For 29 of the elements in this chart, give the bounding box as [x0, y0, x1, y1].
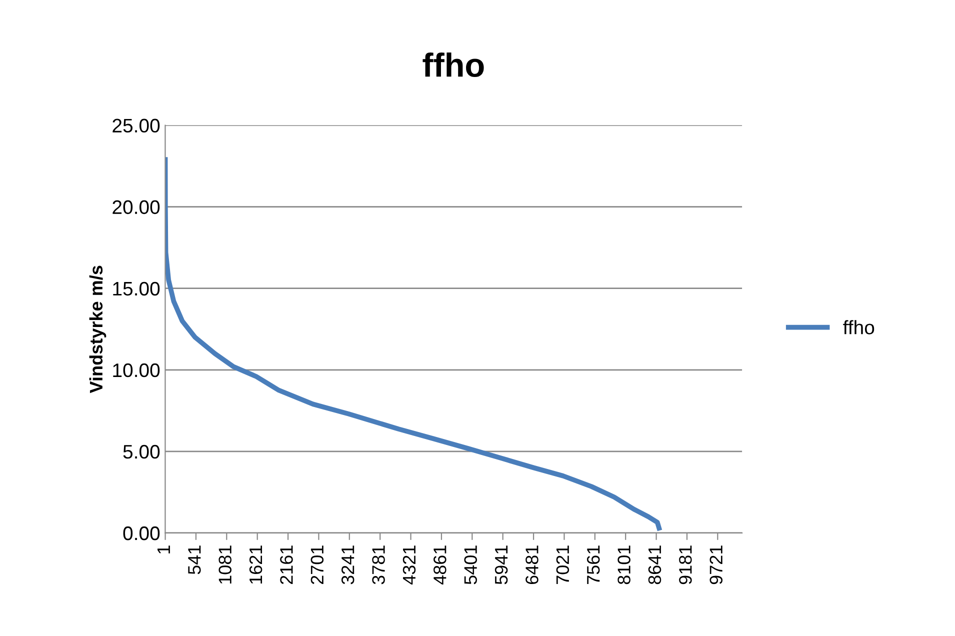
x-tick-label: 3781: [372, 546, 385, 584]
x-tick-label: 1: [158, 546, 170, 554]
chart-title: ffho: [422, 52, 484, 78]
x-tick-label: 7021: [556, 546, 570, 584]
y-tick-label: 25.00: [112, 118, 160, 133]
x-tick-label: 6481: [526, 546, 538, 584]
x-tick-label: 7561: [586, 546, 600, 584]
y-tick-label: 15.00: [113, 282, 160, 296]
y-tick-label: 5.00: [123, 444, 160, 459]
x-tick-label: 3241: [341, 546, 354, 584]
y-axis-title: Vindstyrke m/s: [89, 266, 106, 394]
x-tick-label: 9721: [710, 546, 722, 584]
y-tick-label: 20.00: [112, 200, 160, 214]
x-tick-label: 5941: [494, 546, 508, 584]
x-tick-label: 4321: [402, 546, 416, 585]
x-tick-label: 4861: [434, 546, 446, 585]
x-tick-label: 541: [188, 546, 201, 574]
x-tick-label: 5401: [464, 546, 477, 584]
y-tick-label: 10.00: [113, 363, 160, 378]
y-tick-label: 0.00: [123, 526, 160, 540]
line-series: [165, 157, 662, 531]
x-tick-label: 1621: [249, 546, 262, 584]
x-tick-label: 9181: [679, 546, 692, 584]
x-tick-label: 1081: [218, 546, 232, 584]
legend-label: ffho: [843, 320, 874, 334]
x-tick-label: 2161: [280, 546, 293, 584]
x-tick-label: 2701: [310, 546, 324, 584]
x-tick-label: 8101: [618, 546, 630, 584]
x-tick-label: 8641: [648, 546, 662, 584]
